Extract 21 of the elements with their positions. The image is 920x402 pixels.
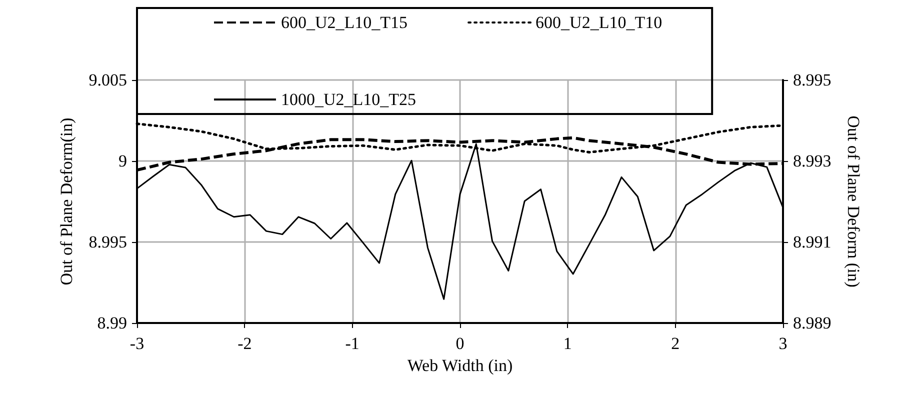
x-tick-label: 3	[778, 334, 788, 353]
y-axis-title: Out of Plane Deform(in)	[57, 118, 76, 286]
x-tick-label: 1	[563, 334, 572, 353]
legend-label: 1000_U2_L10_T25	[281, 90, 416, 109]
y2-tick-label: 8.991	[793, 232, 832, 252]
y2-tick-label: 8.993	[793, 152, 832, 170]
x-tick-label: 0	[456, 334, 464, 353]
y-tick-label: 8.99	[97, 314, 127, 332]
x-axis-title: Web Width (in)	[407, 356, 513, 375]
legend-label: 600_U2_L10_T10	[536, 13, 662, 32]
x-tick-label: -2	[238, 334, 252, 353]
y2-axis-title: Out of Plane Deform (in)	[844, 116, 863, 288]
x-tick-label: 2	[671, 334, 680, 353]
legend-label: 600_U2_L10_T15	[281, 13, 408, 32]
x-tick-label: -1	[345, 334, 360, 353]
x-tick-label: -3	[130, 334, 144, 353]
y2-tick-label: 8.989	[793, 314, 832, 332]
y-tick-label: 9	[118, 152, 127, 170]
y-tick-label: 9.005	[88, 70, 127, 90]
y2-tick-label: 8.995	[793, 70, 832, 90]
y-tick-label: 8.995	[88, 232, 127, 252]
